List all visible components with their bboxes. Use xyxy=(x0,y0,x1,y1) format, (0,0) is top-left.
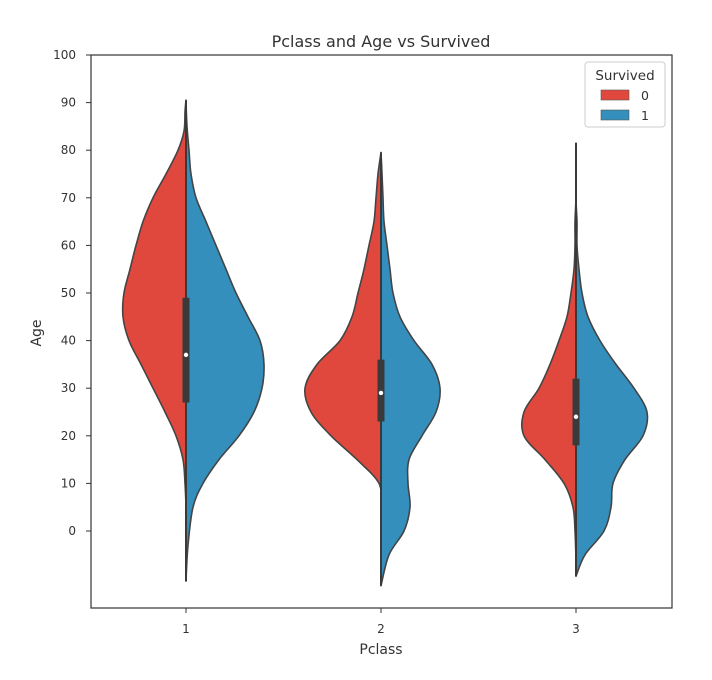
x-tick-label: 3 xyxy=(572,622,580,636)
iqr-box xyxy=(182,297,190,403)
iqr-box xyxy=(377,359,385,422)
median-point xyxy=(573,414,579,419)
y-tick-label: 100 xyxy=(53,48,76,62)
violin-layer xyxy=(121,99,649,587)
y-tick-label: 40 xyxy=(61,334,76,348)
median-point xyxy=(378,390,384,396)
y-tick-label: 60 xyxy=(61,238,76,252)
violin-half-survived-1-class-1 xyxy=(185,101,265,582)
median-point xyxy=(183,352,189,358)
legend-label-0: 0 xyxy=(641,88,649,103)
box-layer xyxy=(182,100,580,586)
legend-swatch-0 xyxy=(600,89,630,101)
x-axis: 1 2 3 xyxy=(182,608,580,636)
legend: Survived 0 1 xyxy=(584,61,666,128)
x-tick-label: 2 xyxy=(377,622,385,636)
iqr-box xyxy=(572,378,580,446)
y-tick-label: 20 xyxy=(61,429,76,443)
violin-half-survived-1-class-2 xyxy=(380,151,441,587)
violin-half-survived-0-class-2 xyxy=(303,151,383,508)
chart-title: Pclass and Age vs Survived xyxy=(272,32,491,51)
legend-label-1: 1 xyxy=(641,108,649,123)
x-tick-label: 1 xyxy=(182,622,190,636)
y-tick-label: 0 xyxy=(68,524,76,538)
y-tick-label: 80 xyxy=(61,143,76,157)
x-axis-title: Pclass xyxy=(359,642,402,658)
y-axis-title: Age xyxy=(29,319,45,346)
legend-title: Survived xyxy=(595,68,654,84)
y-tick-label: 10 xyxy=(61,476,76,490)
y-tick-label: 30 xyxy=(61,381,76,395)
legend-swatch-1 xyxy=(600,109,630,121)
y-tick-label: 70 xyxy=(61,191,76,205)
y-tick-label: 50 xyxy=(61,286,76,300)
y-tick-label: 90 xyxy=(61,96,76,110)
